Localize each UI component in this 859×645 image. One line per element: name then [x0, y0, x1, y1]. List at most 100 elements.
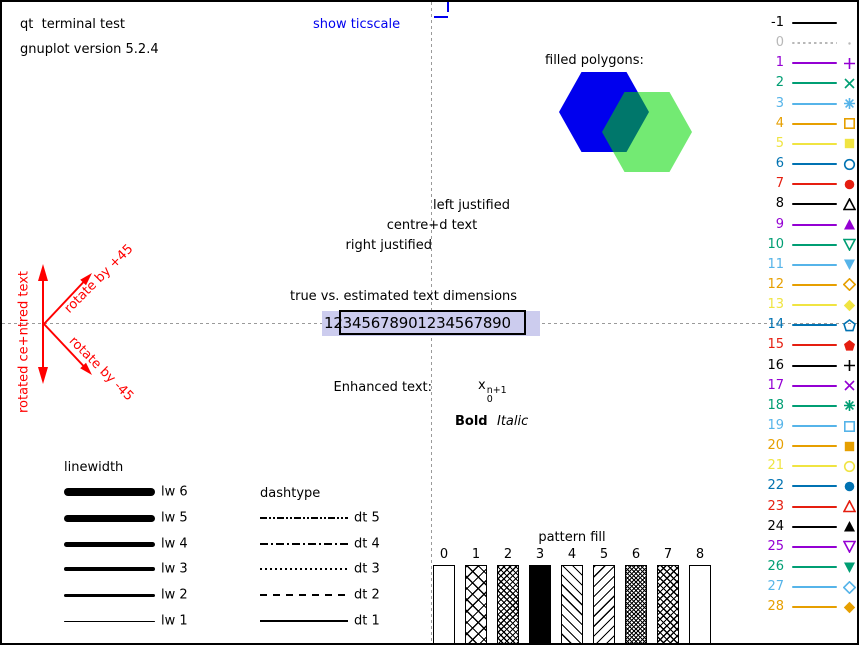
legend-linetype-number: 28 [767, 599, 784, 615]
legend-linetype-number: 17 [767, 377, 784, 393]
dashtype-line-sample [260, 543, 348, 545]
circle-open-point-icon [843, 158, 856, 171]
italic-sample: Italic [497, 414, 529, 429]
legend-linetype-number: 7 [775, 176, 784, 192]
dashtype-line-sample [260, 517, 348, 519]
none-point-icon [843, 17, 856, 30]
dashtype-label: dt 4 [354, 536, 380, 552]
legend-line-sample [792, 203, 837, 206]
pattern-fill-bar-2 [497, 565, 519, 643]
pattern-number-label: 4 [567, 547, 577, 562]
legend-line-sample [792, 425, 837, 427]
legend-line-sample [792, 22, 837, 24]
pattern-fill-bar-4 [561, 565, 583, 643]
legend-linetype-number: 18 [767, 397, 784, 413]
legend-linetype-number: 12 [767, 276, 784, 292]
pattern-fill-title: pattern fill [538, 530, 606, 545]
legend-row: 25 [754, 537, 856, 557]
legend-linetype-number: 4 [775, 115, 784, 131]
centred-text: centre+d text [386, 218, 478, 233]
legend-linetype-number: 27 [767, 579, 784, 595]
dashtype-label: dt 2 [354, 587, 380, 603]
legend-row: 0 [754, 33, 856, 53]
plus-point-icon [843, 57, 856, 70]
legend-row: 1 [754, 53, 856, 73]
legend-line-sample [792, 364, 837, 367]
legend-linetype-number: 24 [767, 518, 784, 534]
linewidth-label: lw 3 [161, 561, 188, 577]
circle-filled-point-icon [843, 178, 856, 191]
legend-line-sample [792, 465, 837, 468]
legend-linetype-number: 6 [775, 156, 784, 172]
triangle-down-open-point-icon [843, 540, 856, 554]
legend-line-sample [792, 223, 837, 226]
cross-point-icon [843, 379, 856, 392]
pattern-number-label: 2 [503, 547, 513, 562]
linewidth-line-sample [64, 514, 155, 522]
dashtype-label: dt 3 [354, 561, 380, 577]
legend-row: 24 [754, 517, 856, 537]
pattern-number-label: 0 [439, 547, 449, 562]
legend-line-sample [792, 324, 837, 327]
legend-linetype-number: 9 [775, 216, 784, 232]
linewidth-label: lw 6 [161, 484, 188, 500]
legend-row: 7 [754, 174, 856, 194]
triangle-down-filled-point-icon [843, 561, 856, 574]
legend-linetype-number: 1 [775, 55, 784, 71]
legend-row: 17 [754, 376, 856, 396]
blue-hexagon [559, 72, 649, 152]
legend-row: 23 [754, 497, 856, 517]
pattern-fill-bar-1 [465, 565, 487, 643]
legend-linetype-number: 22 [767, 478, 784, 494]
legend-linetype-number: 11 [767, 256, 784, 272]
legend-linetype-number: 26 [767, 559, 784, 575]
legend-row: 14 [754, 315, 856, 335]
legend-line-sample [792, 62, 837, 65]
left-justified-text: left justified [433, 198, 510, 213]
linewidth-line-sample [64, 488, 155, 496]
legend-line-sample [792, 304, 837, 307]
legend-linetype-number: -1 [771, 15, 784, 30]
pattern-number-label: 8 [695, 547, 705, 562]
legend-linetype-number: 20 [767, 438, 784, 454]
green-hexagon [602, 92, 692, 172]
terminal-title: qt terminal test [20, 17, 126, 32]
legend-line-sample [792, 606, 837, 609]
legend-row: 6 [754, 154, 856, 174]
pentagon-filled-point-icon [843, 339, 856, 352]
legend-row: 27 [754, 577, 856, 597]
triangle-down-filled-point-icon [843, 258, 856, 271]
linewidth-label: lw 4 [161, 536, 188, 552]
true-text-extent-box [339, 310, 526, 335]
legend-line-sample [792, 566, 837, 569]
linewidth-line-sample [64, 593, 155, 597]
diamond-open-point-icon [843, 278, 856, 292]
legend-line-sample [792, 82, 837, 85]
legend-linetype-number: 15 [767, 337, 784, 353]
legend-line-sample [792, 586, 837, 589]
legend-linetype-number: 10 [767, 236, 784, 252]
legend-row: 8 [754, 194, 856, 214]
pattern-fill-bar-8 [689, 565, 711, 643]
minor-tic-mark [434, 16, 448, 18]
enhanced-text-label: Enhanced text: [333, 380, 432, 395]
legend-linetype-number: 2 [775, 75, 784, 91]
pattern-number-label: 6 [631, 547, 641, 562]
formula-base: x [478, 378, 486, 393]
linewidth-line-sample [64, 541, 155, 547]
legend-row: 16 [754, 356, 856, 376]
right-justified-text: right justified [345, 238, 432, 253]
pattern-fill-bar-3 [529, 565, 551, 643]
legend-line-sample [792, 384, 837, 387]
legend-row: 4 [754, 114, 856, 134]
legend-linetype-number: 0 [775, 35, 784, 51]
legend-line-sample [792, 505, 837, 508]
legend-line-sample [792, 445, 837, 448]
pattern-number-label: 7 [663, 547, 673, 562]
legend-row: 13 [754, 295, 856, 315]
pentagon-open-point-icon [843, 318, 856, 332]
filled-polygons-title: filled polygons: [545, 53, 644, 68]
legend-linetype-number: 5 [775, 135, 784, 151]
plus-point-icon [843, 359, 856, 372]
